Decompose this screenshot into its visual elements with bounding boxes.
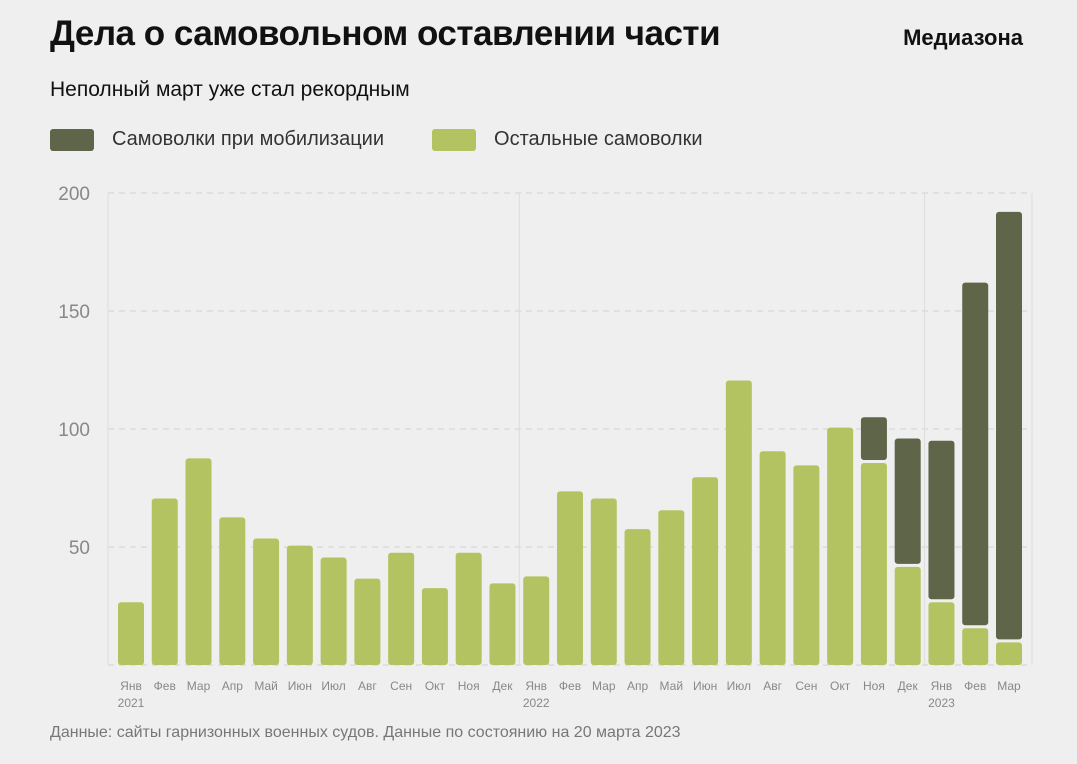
bar-other: [151, 498, 178, 665]
y-tick-label: 200: [58, 184, 90, 205]
x-year-label: 2023: [928, 696, 955, 710]
legend-label-other: Остальные самоволки: [494, 128, 703, 150]
legend-label-mobilization: Самоволки при мобилизации: [112, 128, 385, 150]
x-tick-label: Сен: [390, 679, 412, 693]
bar-other: [388, 552, 415, 665]
bar-other: [455, 552, 482, 665]
y-tick-label: 50: [69, 538, 90, 559]
legend-swatch-other: [432, 128, 477, 151]
x-tick-label: Авг: [358, 679, 377, 693]
x-tick-label: Авг: [763, 679, 782, 693]
bar-mobilization: [996, 211, 1022, 640]
x-tick-label: Мар: [187, 679, 211, 693]
bar-other: [928, 602, 955, 665]
x-tick-label: Июн: [693, 679, 717, 693]
bar-other: [759, 451, 786, 665]
x-tick-label: Июл: [727, 679, 751, 693]
legend: Самоволки при мобилизации Остальные само…: [50, 128, 703, 151]
bar-other: [692, 477, 719, 665]
bar-other: [860, 463, 887, 665]
x-tick-label: Июл: [321, 679, 345, 693]
x-tick-label: Мар: [997, 679, 1021, 693]
bar-mobilization: [928, 440, 955, 600]
x-tick-label: Янв: [120, 679, 142, 693]
x-tick-label: Сен: [795, 679, 817, 693]
legend-swatch-mobilization: [50, 128, 94, 151]
source-note: Данные: сайты гарнизонных военных судов.…: [50, 724, 681, 741]
bar-mobilization: [894, 438, 921, 564]
bar-other: [489, 583, 516, 665]
x-tick-label: Фев: [559, 679, 581, 693]
bar-other: [523, 576, 550, 665]
brand-logo: Медиазона: [903, 25, 1023, 50]
x-tick-label: Ноя: [863, 679, 885, 693]
x-tick-label: Янв: [525, 679, 547, 693]
y-tick-label: 150: [58, 302, 90, 323]
bar-other: [354, 578, 381, 665]
chart-title: Дела о самовольном оставлении части: [50, 14, 721, 53]
x-tick-label: Дек: [492, 679, 513, 693]
x-tick-label: Мар: [592, 679, 616, 693]
x-tick-label: Апр: [222, 679, 244, 693]
x-tick-label: Апр: [627, 679, 649, 693]
x-tick-label: Окт: [425, 679, 446, 693]
bar-other: [793, 465, 820, 665]
bar-other: [118, 602, 144, 665]
bar-other: [320, 557, 347, 665]
y-tick-label: 100: [58, 420, 90, 441]
x-tick-label: Май: [660, 679, 684, 693]
legend-item-mobilization: Самоволки при мобилизации: [50, 128, 384, 151]
bar-other: [725, 380, 752, 665]
bar-other: [219, 517, 246, 665]
bar-other: [253, 538, 280, 665]
bar-other: [421, 588, 448, 665]
x-tick-label: Июн: [288, 679, 312, 693]
x-year-label: 2022: [523, 696, 550, 710]
x-tick-label: Фев: [964, 679, 986, 693]
x-tick-label: Окт: [830, 679, 851, 693]
bar-other: [624, 529, 651, 665]
bar-other: [827, 427, 854, 665]
bar-other: [658, 510, 685, 665]
legend-item-other: Остальные самоволки: [432, 128, 703, 151]
chart-subtitle: Неполный март уже стал рекордным: [50, 78, 410, 101]
bar-other: [962, 628, 989, 665]
bar-other: [286, 545, 313, 665]
x-tick-label: Дек: [898, 679, 919, 693]
x-year-label: 2021: [118, 696, 145, 710]
bar-other: [996, 642, 1022, 665]
bar-other: [894, 566, 921, 665]
x-tick-label: Май: [254, 679, 278, 693]
bar-other: [590, 498, 617, 665]
x-tick-label: Фев: [154, 679, 176, 693]
x-tick-label: Янв: [931, 679, 953, 693]
bar-other: [557, 491, 583, 665]
bar-other: [185, 458, 212, 665]
bar-mobilization: [860, 417, 887, 461]
bar-mobilization: [962, 282, 989, 626]
x-tick-label: Ноя: [458, 679, 480, 693]
